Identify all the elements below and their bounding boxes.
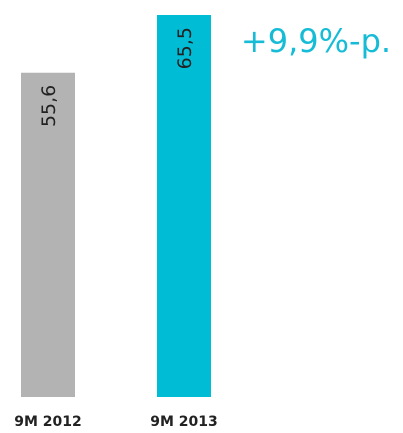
bars-layer [21, 15, 211, 398]
bar-value-label: 55,6 [38, 85, 60, 127]
change-annotation: +9,9%-p. [241, 22, 391, 60]
value-labels-layer: 55,6 65,5 [38, 27, 196, 127]
bar-9m-2012 [21, 72, 75, 398]
bar-9m-2013 [157, 15, 211, 397]
category-labels-layer: 9M 2012 9M 2013 [14, 414, 218, 430]
bar-value-label: 65,5 [174, 27, 196, 69]
category-label: 9M 2013 [150, 414, 218, 430]
category-label: 9M 2012 [14, 414, 82, 430]
